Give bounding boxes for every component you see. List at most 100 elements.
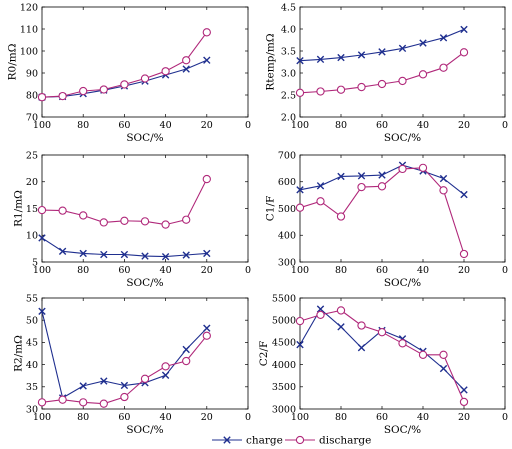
y-tick-label: 55 <box>26 293 38 304</box>
point-discharge <box>182 215 191 224</box>
x-tick-label: 40 <box>417 265 429 276</box>
point-discharge <box>377 182 387 191</box>
y-tick-label: 4.5 <box>281 2 296 13</box>
legend-label-discharge: discharge <box>319 435 371 447</box>
x-tick-label: 80 <box>335 120 347 131</box>
panel-r2: 100 80 60 40 20 0 30 35 40 45 50 55 SOC/% R2/mΩ <box>13 293 251 436</box>
point-charge <box>337 323 345 331</box>
point-charge <box>79 382 87 390</box>
y-tick-label: 2.0 <box>281 112 296 123</box>
x-tick-label: 60 <box>118 120 130 131</box>
x-axis-label: SOC/% <box>126 424 163 436</box>
y-axis-label: C2/F <box>258 341 270 367</box>
y-tick-label: 4000 <box>272 360 296 371</box>
x-axis-label: SOC/% <box>384 277 421 289</box>
x-tick-label: 80 <box>335 265 347 276</box>
y-tick-label: 3.0 <box>281 68 296 79</box>
y-tick-label: 300 <box>278 257 296 268</box>
point-charge <box>141 252 149 260</box>
legend-marker-charge <box>223 436 231 444</box>
point-charge <box>203 324 211 332</box>
y-tick-label: 5 <box>32 257 38 268</box>
y-tick-label: 90 <box>26 68 38 79</box>
point-discharge <box>161 362 170 371</box>
point-charge <box>161 371 170 379</box>
panel-rtemp: 100 80 60 40 20 0 2.0 2.5 3.0 3.5 4.0 4.5 SOC/% Rtemp… <box>264 2 508 144</box>
point-charge <box>161 252 170 261</box>
plot-frame <box>299 6 506 118</box>
point-discharge <box>182 356 191 366</box>
y-tick-label: 4.0 <box>281 24 296 35</box>
point-charge <box>460 386 468 394</box>
x-tick-label: 60 <box>376 265 388 276</box>
point-charge <box>357 172 366 180</box>
x-tick-label: 40 <box>160 412 172 423</box>
y-axis-label: R2/mΩ <box>13 335 25 372</box>
point-discharge <box>58 91 67 101</box>
point-discharge <box>120 216 129 225</box>
point-charge <box>203 249 211 258</box>
point-charge <box>316 182 325 190</box>
point-discharge <box>398 76 407 86</box>
y-tick-label: 400 <box>278 231 296 242</box>
point-charge <box>182 251 190 259</box>
y-tick-label: 110 <box>20 24 38 35</box>
y-tick-label: 80 <box>26 90 38 101</box>
series-line-charge <box>299 308 465 391</box>
legend-label-charge: charge <box>246 435 283 447</box>
y-tick-label: 4500 <box>272 338 296 349</box>
panel-c2: 100 80 60 40 20 0 3000 3500 4000 4500 5000 5500 SOC/… <box>258 293 508 436</box>
point-discharge <box>398 164 407 174</box>
plot-frame <box>41 297 249 410</box>
x-tick-label: 0 <box>245 265 251 276</box>
point-discharge <box>336 212 346 221</box>
point-charge <box>337 172 345 181</box>
x-axis-label: SOC/% <box>126 132 163 144</box>
point-discharge <box>79 86 88 96</box>
point-discharge <box>459 397 469 407</box>
point-discharge <box>316 197 325 206</box>
point-discharge <box>79 211 88 220</box>
point-discharge <box>336 306 346 315</box>
point-discharge <box>79 398 88 407</box>
point-discharge <box>120 80 129 89</box>
x-tick-label: 20 <box>458 265 470 276</box>
x-tick-label: 60 <box>376 120 388 131</box>
y-tick-label: 2.5 <box>281 90 296 101</box>
y-tick-label: 3000 <box>272 404 296 415</box>
x-tick-label: 100 <box>33 265 51 276</box>
point-charge <box>378 171 386 179</box>
y-tick-label: 45 <box>26 338 38 349</box>
x-tick-label: 0 <box>502 120 508 131</box>
point-discharge <box>120 392 129 402</box>
x-tick-label: 80 <box>77 412 89 423</box>
x-tick-label: 20 <box>458 412 470 423</box>
y-tick-label: 700 <box>278 150 296 161</box>
y-tick-label: 500 <box>278 204 296 215</box>
point-discharge <box>398 339 407 348</box>
series-line-discharge <box>299 309 465 403</box>
point-charge <box>378 48 386 56</box>
y-tick-label: 3.5 <box>281 46 296 57</box>
point-charge <box>296 340 304 349</box>
point-discharge <box>182 56 191 65</box>
point-charge <box>439 174 448 183</box>
point-discharge <box>316 87 325 96</box>
point-discharge <box>161 220 170 229</box>
point-discharge <box>316 310 325 320</box>
point-discharge <box>140 217 150 226</box>
y-tick-label: 5500 <box>272 293 296 304</box>
x-axis-label: SOC/% <box>384 132 421 144</box>
point-discharge <box>459 48 469 57</box>
point-charge <box>460 190 468 199</box>
point-charge <box>79 249 87 258</box>
point-charge <box>182 345 190 354</box>
x-tick-label: 40 <box>417 412 429 423</box>
point-discharge <box>37 398 47 407</box>
legend: charge discharge <box>212 435 371 447</box>
point-charge <box>316 305 325 313</box>
y-axis-label: C1/F <box>264 196 276 222</box>
point-discharge <box>202 28 211 37</box>
x-tick-label: 80 <box>77 265 89 276</box>
